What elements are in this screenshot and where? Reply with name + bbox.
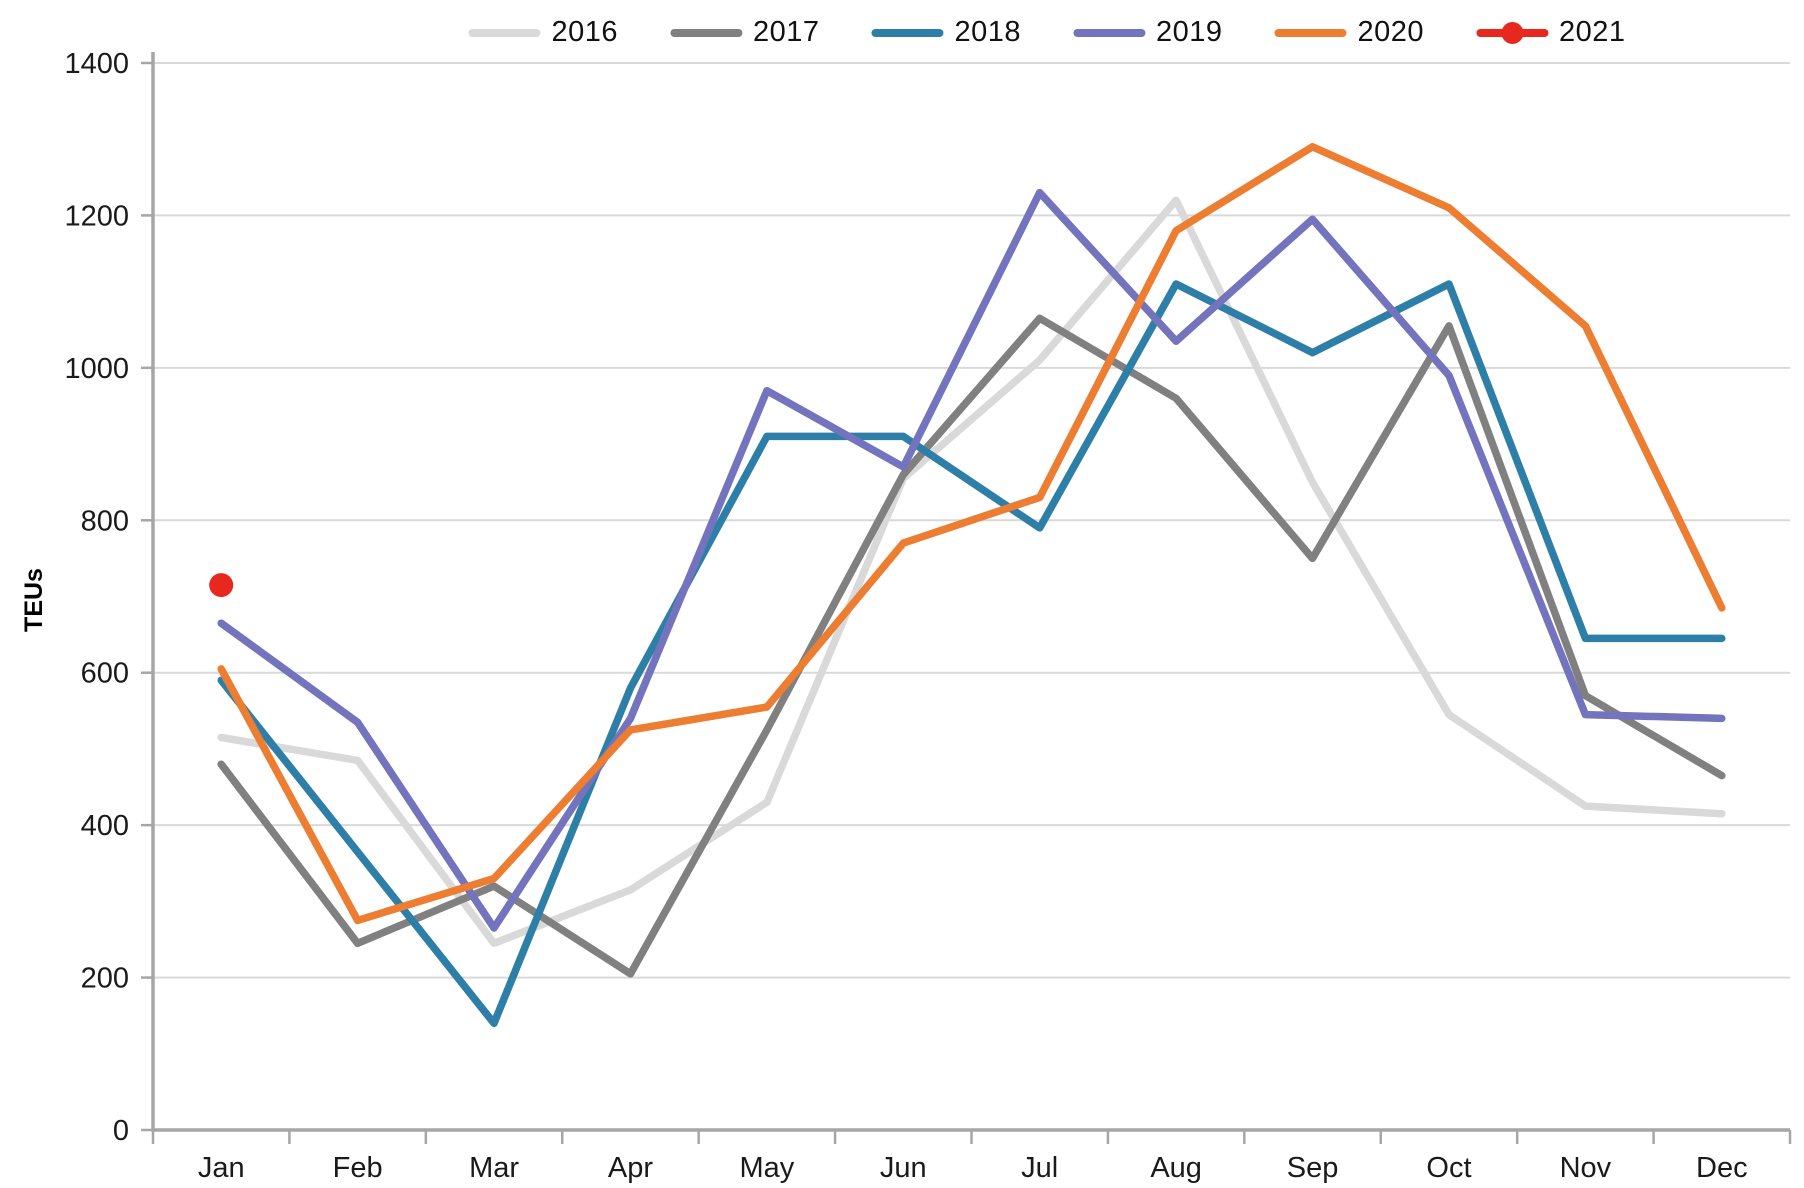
- y-axis-title: TEUs: [20, 568, 48, 632]
- legend-label-2019: 2019: [1156, 16, 1223, 48]
- legend-label-2017: 2017: [752, 16, 820, 48]
- y-axis-tick-label: 1400: [64, 48, 129, 80]
- legend-swatch-2016: [468, 28, 541, 37]
- y-axis-tick-label: 400: [81, 810, 129, 842]
- x-axis-month-label: May: [739, 1152, 794, 1184]
- legend-item-2021: 2021: [1476, 16, 1626, 49]
- series-line-2020: [217, 143, 1726, 925]
- x-axis-month-label: Jul: [1021, 1152, 1058, 1184]
- legend-swatch-2018: [871, 28, 944, 37]
- legend-label-2016: 2016: [551, 16, 618, 48]
- legend-swatch-2017: [669, 28, 742, 37]
- x-axis-month-label: Sep: [1287, 1152, 1339, 1184]
- y-axis-tick-label: 600: [81, 658, 129, 690]
- legend-label-2018: 2018: [954, 16, 1021, 48]
- y-axis-tick-label: 1000: [64, 353, 129, 385]
- x-axis-month-label: Jun: [880, 1152, 927, 1184]
- legend-item-2020: 2020: [1274, 16, 1425, 49]
- data-point-2021-jan: [209, 573, 234, 598]
- legend-swatch-2021: [1476, 21, 1549, 44]
- legend-item-2019: 2019: [1073, 16, 1223, 49]
- legend-label-2021: 2021: [1559, 16, 1626, 48]
- series-line-2016: [217, 196, 1726, 948]
- legend-item-2018: 2018: [871, 16, 1021, 49]
- x-axis-month-label: Jan: [198, 1152, 245, 1184]
- x-axis-month-label: Nov: [1560, 1152, 1612, 1184]
- legend-label-2020: 2020: [1357, 16, 1425, 48]
- x-axis-month-label: Feb: [333, 1152, 383, 1184]
- x-axis-month-label: Aug: [1150, 1152, 1202, 1184]
- legend-swatch-2020: [1274, 28, 1347, 37]
- x-axis-month-label: Oct: [1426, 1152, 1471, 1184]
- legend-marker-dot-2021: [1501, 21, 1524, 44]
- legend-swatch-2019: [1073, 28, 1145, 37]
- legend-item-2016: 2016: [468, 16, 618, 49]
- y-axis-tick-label: 800: [81, 505, 129, 537]
- series-line-2019: [217, 188, 1726, 932]
- legend-item-2017: 2017: [669, 16, 820, 49]
- x-axis-month-label: Dec: [1696, 1152, 1748, 1184]
- y-axis-tick-label: 200: [81, 963, 129, 995]
- x-axis-month-label: Mar: [469, 1152, 519, 1184]
- y-axis-tick-label: 1200: [64, 200, 129, 232]
- y-axis-tick-label: 0: [113, 1115, 129, 1147]
- chart-legend: 2016 2017 2018 2019 2020 2021: [468, 16, 1625, 49]
- series-line-2018: [217, 280, 1726, 1028]
- x-axis-month-label: Apr: [608, 1152, 653, 1184]
